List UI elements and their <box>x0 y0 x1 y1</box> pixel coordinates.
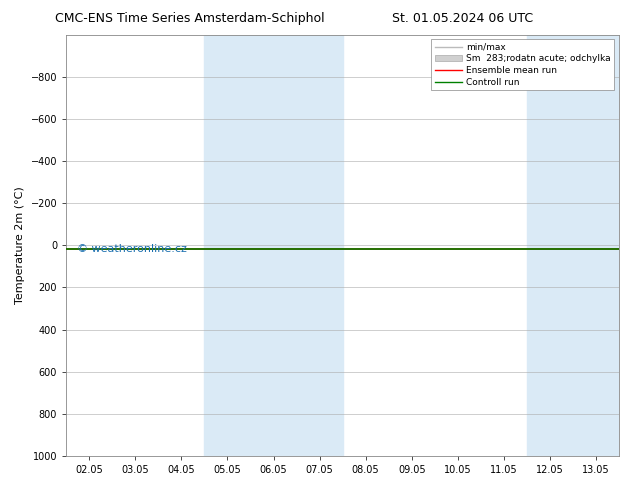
Legend: min/max, Sm  283;rodatn acute; odchylka, Ensemble mean run, Controll run: min/max, Sm 283;rodatn acute; odchylka, … <box>431 39 614 91</box>
Text: CMC-ENS Time Series Amsterdam-Schiphol: CMC-ENS Time Series Amsterdam-Schiphol <box>55 12 325 25</box>
Y-axis label: Temperature 2m (°C): Temperature 2m (°C) <box>15 186 25 304</box>
Bar <box>527 35 634 456</box>
Text: St. 01.05.2024 06 UTC: St. 01.05.2024 06 UTC <box>392 12 533 25</box>
Bar <box>204 35 342 456</box>
Text: © weatheronline.cz: © weatheronline.cz <box>77 245 187 254</box>
